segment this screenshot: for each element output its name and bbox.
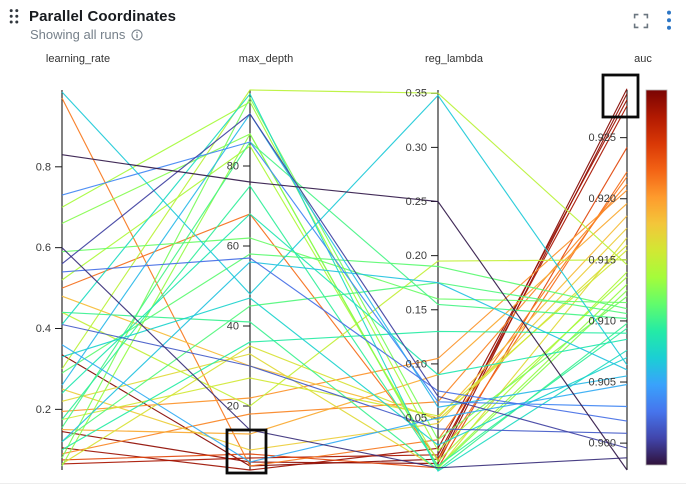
run-line[interactable] (61, 141, 628, 428)
axes-layer (55, 90, 628, 470)
run-line[interactable] (61, 113, 628, 449)
tick-label: 0.910 (588, 315, 616, 327)
axis-label-learning_rate: learning_rate (46, 53, 110, 65)
run-line[interactable] (61, 259, 628, 407)
run-line[interactable] (61, 154, 628, 471)
run-line[interactable] (61, 89, 628, 370)
run-line[interactable] (61, 133, 628, 469)
drag-handle-icon[interactable] (8, 8, 20, 25)
tick-label: 40 (227, 321, 239, 333)
run-line[interactable] (61, 261, 628, 443)
run-line[interactable] (61, 215, 628, 419)
annotation-box-highlight-low-max-depth (225, 428, 268, 475)
tick-label: 0.915 (588, 254, 616, 266)
run-line[interactable] (61, 93, 628, 465)
run-line[interactable] (61, 213, 628, 394)
run-line[interactable] (61, 237, 628, 304)
run-line[interactable] (61, 203, 628, 435)
tick-label: 80 (227, 161, 239, 173)
run-line[interactable] (61, 147, 628, 469)
runs-filter-status: Showing all runs (30, 27, 126, 42)
tick-label: 0.905 (588, 377, 616, 389)
tick-label: 0.925 (588, 132, 616, 144)
run-line[interactable] (61, 247, 628, 469)
axis-label-reg_lambda: reg_lambda (425, 53, 484, 65)
tick-label: 0.900 (588, 438, 616, 450)
parallel-coordinates-chart: learning_rate 0.2 0.4 0.6 0.8 max_depth 20 40 60… (36, 53, 668, 475)
tick-label: 0.15 (406, 304, 427, 316)
axis-reg_lambda[interactable] (431, 90, 439, 470)
run-line[interactable] (61, 249, 628, 421)
tick-label: 0.25 (406, 196, 427, 208)
tick-label: 60 (227, 241, 239, 253)
tick-label: 0.920 (588, 193, 616, 205)
tick-label: 0.05 (406, 413, 427, 425)
axis-text-layer: learning_rate 0.2 0.4 0.6 0.8 max_depth 20 40 60… (36, 53, 653, 450)
annotation-box-highlight-top-auc (601, 73, 640, 119)
tick-label: 20 (227, 401, 239, 413)
tick-label: 0.8 (36, 161, 51, 173)
run-line[interactable] (61, 145, 628, 463)
run-line[interactable] (61, 185, 628, 467)
tick-label: 0.35 (406, 88, 427, 100)
run-line[interactable] (61, 183, 628, 455)
kebab-menu-button[interactable] (666, 10, 672, 31)
tick-label: 0.30 (406, 142, 427, 154)
run-line[interactable] (61, 237, 628, 470)
axis-label-max_depth: max_depth (239, 53, 293, 65)
run-line[interactable] (61, 92, 628, 472)
run-line[interactable] (61, 105, 628, 465)
run-line[interactable] (61, 99, 628, 471)
panel-header: Parallel Coordinates Showing all runs (0, 0, 686, 50)
page-title: Parallel Coordinates (29, 8, 177, 25)
tick-label: 0.6 (36, 242, 51, 254)
axis-max_depth[interactable] (243, 90, 251, 470)
run-line[interactable] (61, 330, 628, 451)
run-line[interactable] (61, 257, 628, 422)
info-icon[interactable] (130, 28, 144, 42)
axis-label-auc: auc (634, 53, 652, 65)
tick-label: 0.20 (406, 250, 427, 262)
axis-learning_rate[interactable] (55, 90, 63, 470)
run-line[interactable] (61, 101, 628, 452)
run-line[interactable] (61, 97, 628, 467)
fullscreen-button[interactable] (633, 13, 649, 29)
runs-layer (61, 88, 628, 472)
run-line[interactable] (61, 311, 628, 471)
run-line[interactable] (61, 112, 628, 408)
run-line[interactable] (61, 91, 628, 366)
axis-auc[interactable] (620, 90, 628, 470)
tick-label: 0.2 (36, 404, 51, 416)
run-line[interactable] (61, 297, 628, 446)
auc-colorbar (645, 89, 668, 466)
run-line[interactable] (61, 344, 628, 463)
tick-label: 0.4 (36, 323, 51, 335)
run-line[interactable] (61, 323, 628, 434)
tick-label: 0.10 (406, 358, 427, 370)
